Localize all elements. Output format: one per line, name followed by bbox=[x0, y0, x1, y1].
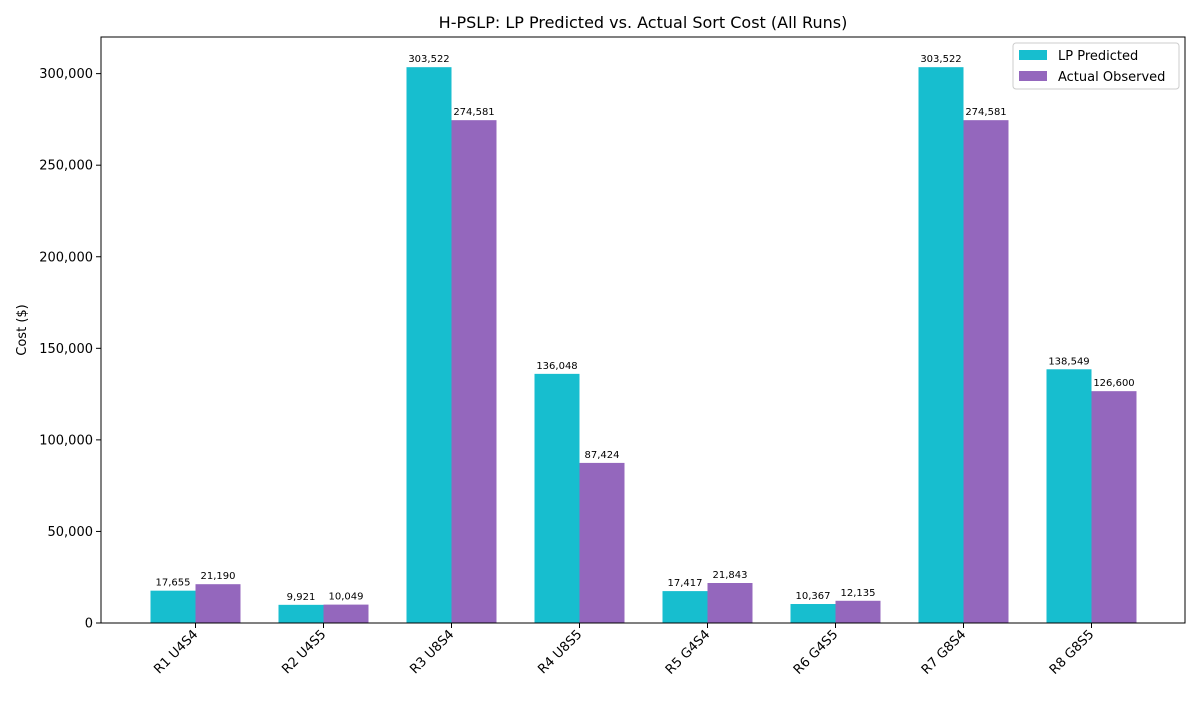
bar-lp-predicted-4 bbox=[534, 373, 580, 623]
x-tick-label: R7 G8S4 bbox=[919, 627, 969, 677]
chart-title: H-PSLP: LP Predicted vs. Actual Sort Cos… bbox=[439, 13, 848, 32]
x-tick-label: R1 U4S4 bbox=[151, 627, 201, 677]
y-tick-label: 250,000 bbox=[39, 159, 93, 174]
data-label-lp-predicted-1: 17,655 bbox=[156, 578, 191, 589]
bar-lp-predicted-6 bbox=[790, 604, 836, 623]
bar-lp-predicted-8 bbox=[1046, 369, 1092, 623]
plot-area: 17,655 9,921 303,522 136,048 17,417 10,367 303… bbox=[39, 36, 1186, 678]
bar-lp-predicted-1 bbox=[150, 590, 196, 623]
data-label-actual-observed-4: 87,424 bbox=[585, 450, 620, 461]
y-tick-label: 50,000 bbox=[48, 525, 94, 540]
bar-lp-predicted-3 bbox=[406, 67, 452, 623]
bar-actual-observed-3 bbox=[451, 120, 497, 623]
bar-actual-observed-7 bbox=[963, 120, 1009, 623]
data-label-actual-observed-7: 274,581 bbox=[965, 107, 1006, 118]
data-label-lp-predicted-8: 138,549 bbox=[1048, 356, 1089, 367]
y-tick-label: 100,000 bbox=[39, 433, 93, 448]
bar-actual-observed-4 bbox=[579, 462, 625, 623]
legend-label-lp-predicted: LP Predicted bbox=[1058, 49, 1138, 64]
data-label-lp-predicted-5: 17,417 bbox=[668, 578, 703, 589]
bar-actual-observed-1 bbox=[195, 584, 241, 623]
legend-box bbox=[1012, 42, 1180, 90]
x-tick-label: R5 G4S4 bbox=[663, 627, 713, 677]
x-tick-label: R4 U8S5 bbox=[535, 627, 585, 677]
data-label-actual-observed-2: 10,049 bbox=[329, 592, 364, 603]
data-label-lp-predicted-4: 136,048 bbox=[536, 361, 577, 372]
y-axis-label: Cost ($) bbox=[15, 304, 30, 355]
x-tick-label: R8 G8S5 bbox=[1047, 627, 1097, 677]
legend: LP Predicted Actual Observed bbox=[1012, 42, 1180, 90]
bar-actual-observed-8 bbox=[1091, 391, 1137, 623]
data-label-actual-observed-8: 126,600 bbox=[1093, 378, 1134, 389]
x-tick-label: R3 U8S4 bbox=[407, 627, 457, 677]
bar-lp-predicted-2 bbox=[278, 604, 324, 623]
legend-label-actual-observed: Actual Observed bbox=[1058, 70, 1165, 85]
legend-swatch-lp-predicted bbox=[1019, 50, 1047, 60]
data-label-actual-observed-5: 21,843 bbox=[713, 570, 748, 581]
bar-actual-observed-5 bbox=[707, 583, 753, 623]
x-tick-label: R2 U4S5 bbox=[279, 627, 329, 677]
bar-actual-observed-2 bbox=[323, 604, 369, 623]
y-tick-label: 150,000 bbox=[39, 342, 93, 357]
bar-actual-observed-6 bbox=[835, 600, 881, 623]
legend-swatch-actual-observed bbox=[1019, 71, 1047, 81]
bar-lp-predicted-7 bbox=[918, 67, 964, 623]
data-label-actual-observed-6: 12,135 bbox=[841, 588, 876, 599]
bar-lp-predicted-5 bbox=[662, 591, 708, 623]
data-label-actual-observed-3: 274,581 bbox=[453, 107, 494, 118]
data-label-actual-observed-1: 21,190 bbox=[201, 571, 236, 582]
axes-frame bbox=[100, 36, 1186, 624]
data-label-lp-predicted-2: 9,921 bbox=[287, 592, 316, 603]
y-tick-label: 300,000 bbox=[39, 67, 93, 82]
x-tick-label: R6 G4S5 bbox=[791, 627, 841, 677]
data-label-lp-predicted-3: 303,522 bbox=[408, 54, 449, 65]
y-tick-label: 0 bbox=[85, 617, 93, 632]
y-tick-label: 200,000 bbox=[39, 250, 93, 265]
data-label-lp-predicted-6: 10,367 bbox=[796, 591, 831, 602]
data-label-lp-predicted-7: 303,522 bbox=[920, 54, 961, 65]
